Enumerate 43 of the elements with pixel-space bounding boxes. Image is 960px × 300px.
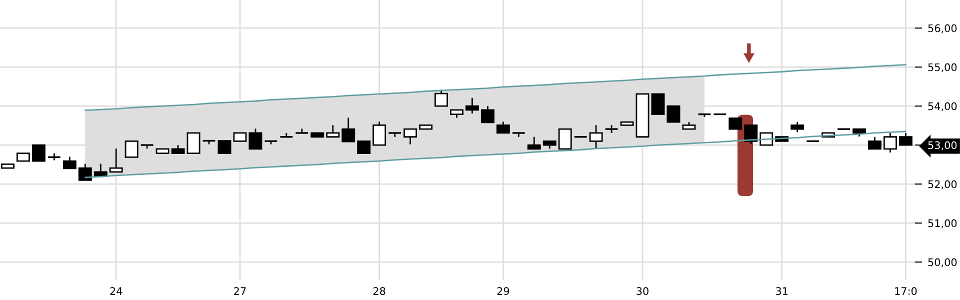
x-tick-label: 27 <box>234 287 246 295</box>
candlestick <box>218 140 232 154</box>
candlestick <box>744 124 758 145</box>
x-tick-label: 29 <box>497 287 510 296</box>
candlestick <box>248 128 262 150</box>
candlestick <box>326 124 340 138</box>
candlestick <box>62 156 76 170</box>
candlestick <box>32 144 46 162</box>
candlestick <box>434 89 448 107</box>
y-tick-label: 56,00 <box>928 24 957 34</box>
candlestick <box>496 120 510 134</box>
candlestick <box>342 117 356 142</box>
y-tick-label: 50,00 <box>928 258 957 268</box>
candlestick <box>124 140 138 158</box>
candlestick <box>404 128 418 145</box>
candlestick <box>883 132 897 154</box>
candlestick <box>728 117 742 130</box>
candlestick <box>898 132 912 146</box>
candlestick <box>357 140 371 154</box>
candlestick <box>790 121 804 133</box>
y-tick-label: 55,00 <box>928 63 957 72</box>
candlestick <box>666 105 680 123</box>
y-tick-label: 53,00 <box>928 141 957 150</box>
candlestick <box>558 128 572 150</box>
candlestick <box>109 148 123 173</box>
line-series <box>84 64 906 112</box>
candlestick <box>78 163 92 181</box>
candlestick <box>589 124 603 150</box>
x-tick-label: 28 <box>373 287 386 296</box>
candlestick <box>186 132 200 154</box>
candlestick <box>651 93 665 115</box>
candlestick <box>480 105 494 124</box>
y-tick-label: 54,00 <box>928 102 957 112</box>
y-tick-label: 51,00 <box>928 219 957 228</box>
candlestick <box>372 120 386 146</box>
candlestick <box>868 136 882 150</box>
x-tick-label: 30 <box>636 287 648 296</box>
y-tick-label: 52,00 <box>928 180 957 190</box>
x-tick-label: 17:0 <box>895 287 917 296</box>
candlestick <box>465 97 479 114</box>
x-tick-label: 24 <box>110 287 122 295</box>
candlestick <box>527 136 541 150</box>
x-tick-label: 31 <box>776 287 788 296</box>
